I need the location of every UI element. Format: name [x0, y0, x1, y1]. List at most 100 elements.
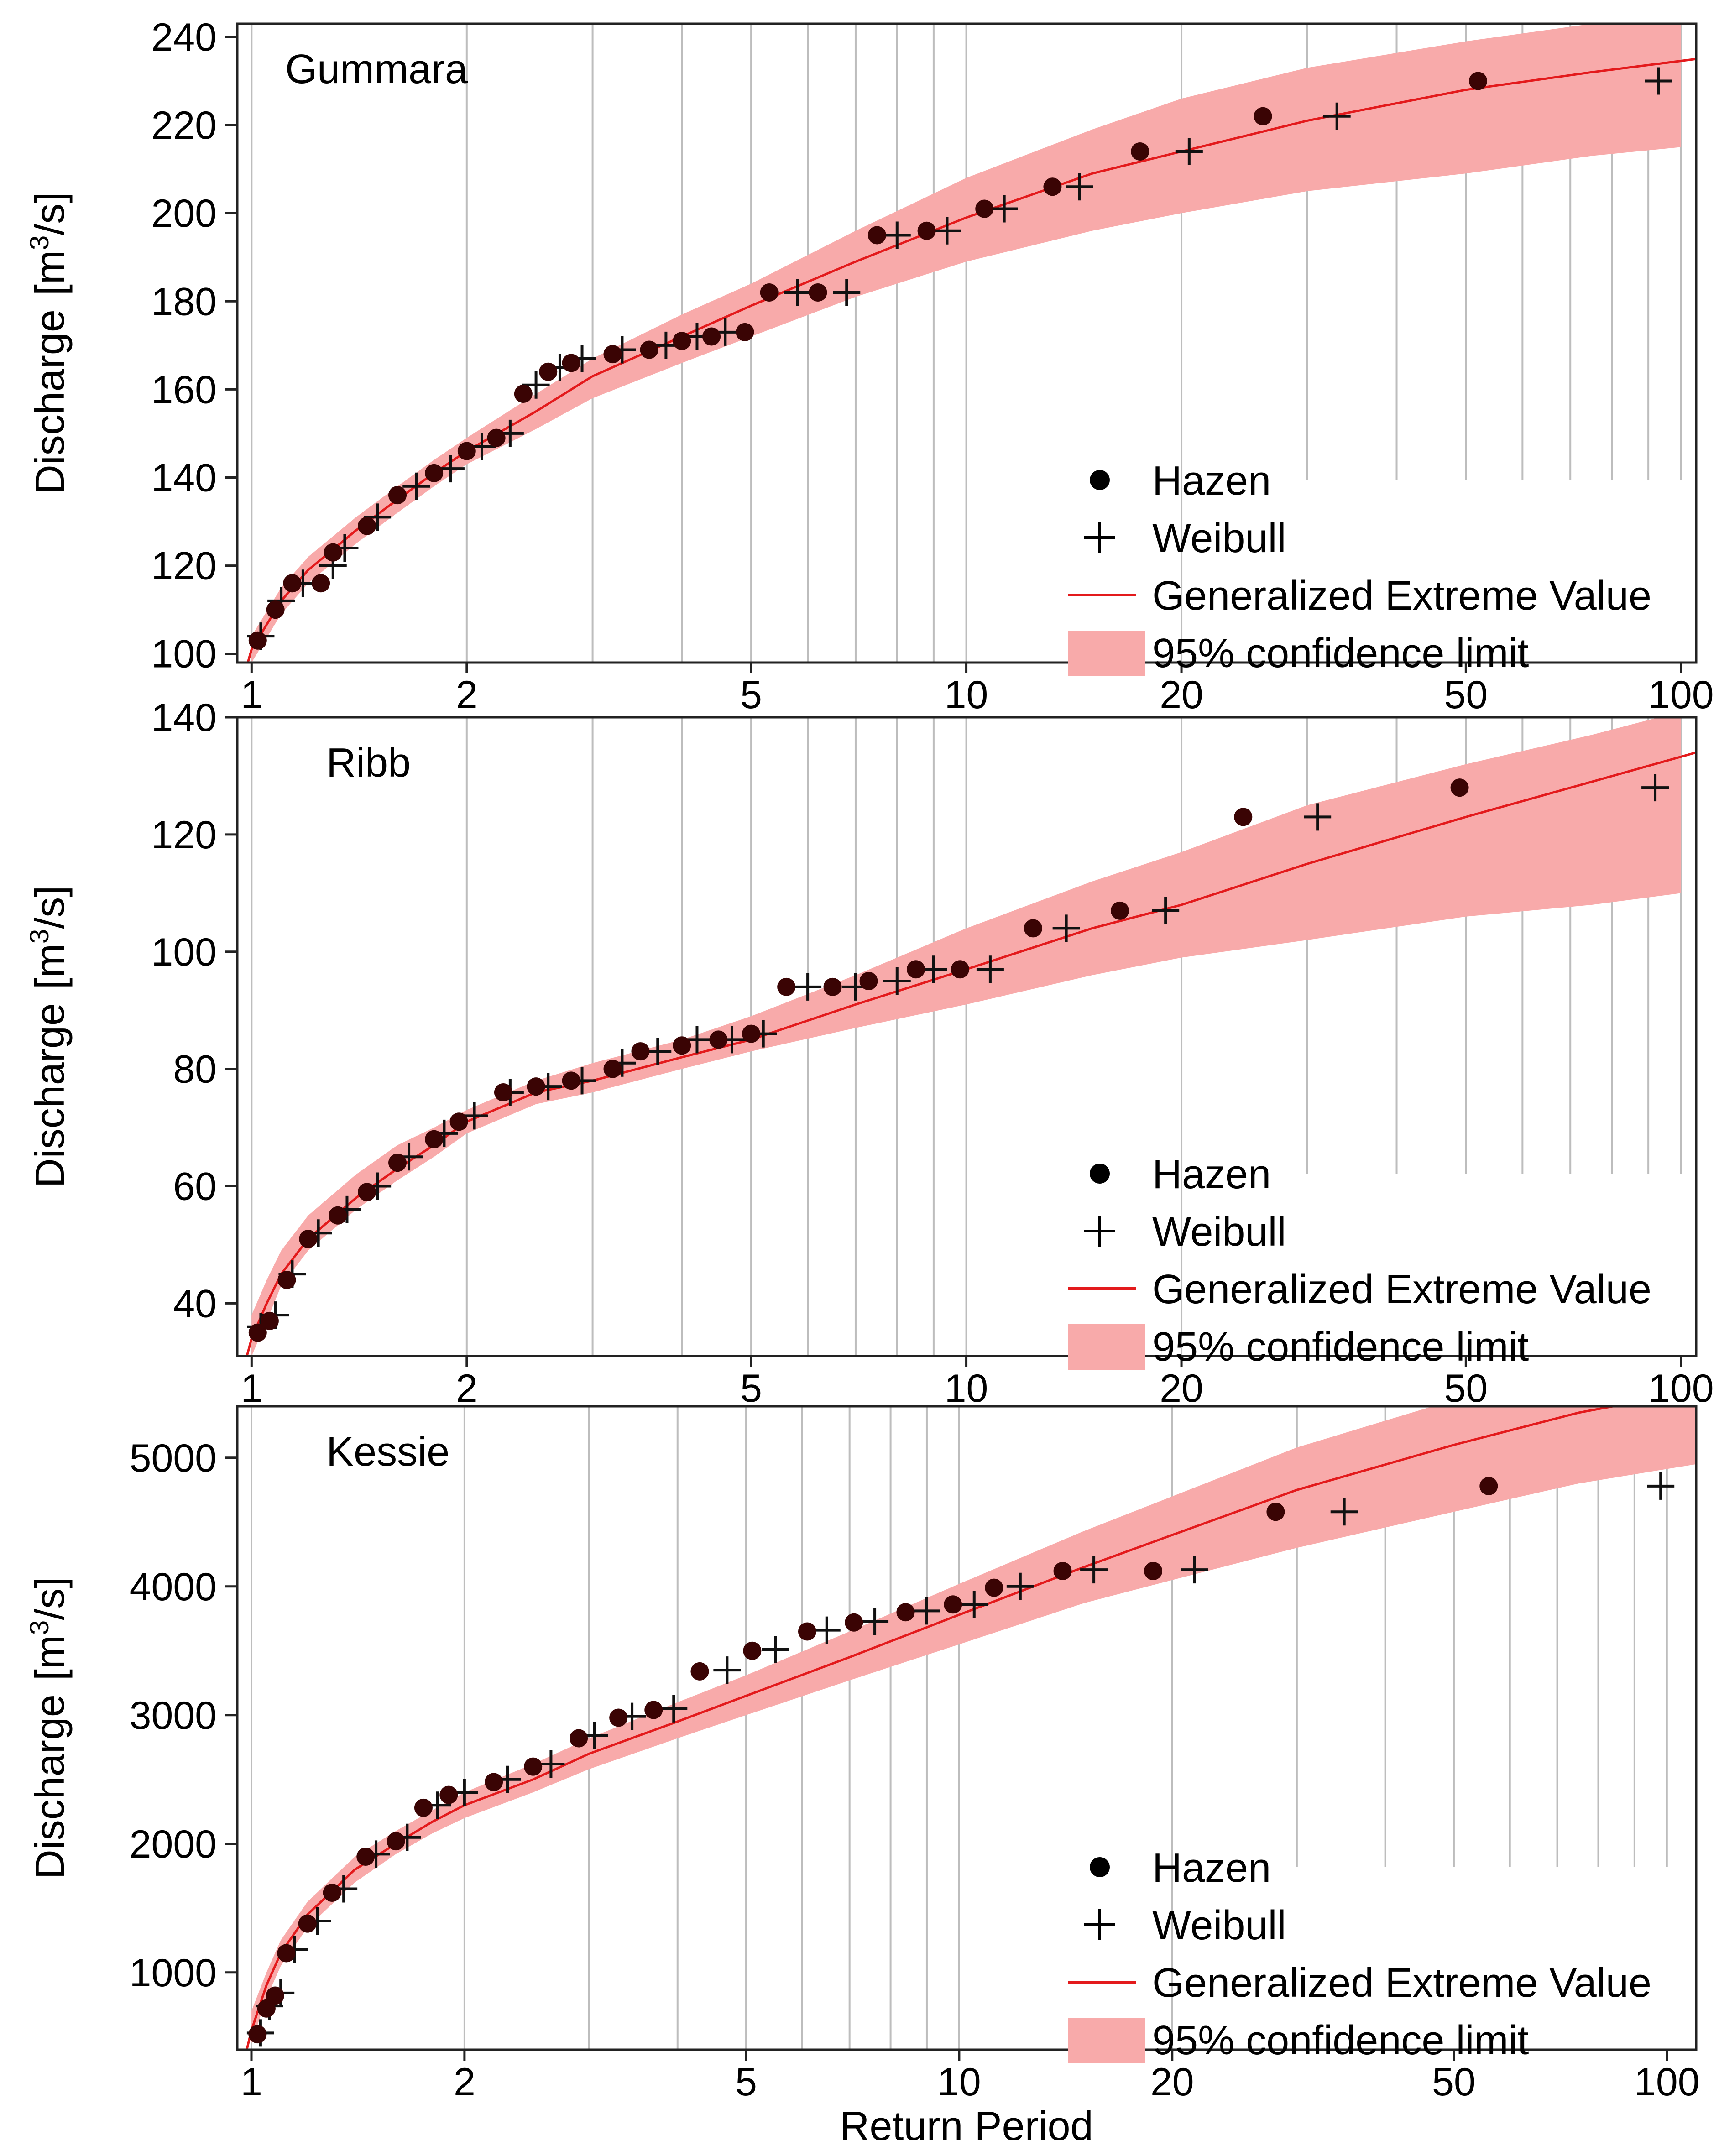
weibull-point	[522, 371, 550, 399]
x-tick-label: 10	[937, 2060, 981, 2104]
hazen-point	[845, 1613, 863, 1632]
hazen-point	[312, 574, 330, 593]
plot-area	[246, 717, 1696, 1356]
hazen-point	[358, 517, 376, 535]
plot-area	[246, 1406, 1696, 2050]
hazen-point	[709, 1030, 728, 1049]
x-tick-label: 100	[1648, 673, 1714, 717]
hazen-point	[248, 1323, 267, 1342]
weibull-point	[883, 221, 911, 249]
hazen-point	[323, 1883, 341, 1902]
plot-area	[246, 24, 1696, 663]
hazen-point	[298, 1914, 317, 1933]
weibull-point	[1181, 1556, 1208, 1584]
weibull-point	[861, 1607, 889, 1635]
hazen-point	[1053, 1561, 1072, 1580]
x-tick-label: 100	[1648, 1367, 1714, 1410]
hazen-point	[266, 1986, 284, 2005]
hazen-point	[388, 486, 407, 505]
x-tick-label: 20	[1160, 673, 1203, 717]
hazen-point	[809, 283, 827, 302]
weibull-point	[1052, 914, 1080, 942]
hazen-point	[277, 1944, 296, 1963]
legend-gev-label: Generalized Extreme Value	[1152, 573, 1651, 619]
x-tick-label: 5	[740, 673, 762, 717]
x-tick-label: 2	[454, 2060, 475, 2104]
hazen-point	[631, 1042, 650, 1061]
weibull-point	[784, 278, 811, 306]
hazen-point	[603, 345, 622, 364]
hazen-point	[944, 1595, 962, 1614]
y-tick-label: 180	[152, 280, 217, 324]
y-tick-label: 60	[173, 1165, 217, 1209]
x-axis-label: Return Period	[840, 2104, 1093, 2149]
hazen-point	[358, 1183, 376, 1201]
hazen-point	[690, 1662, 709, 1681]
legend-ci-swatch	[1068, 2018, 1145, 2063]
hazen-point	[527, 1077, 545, 1096]
y-tick-label: 40	[173, 1282, 217, 1326]
panel-kessie: 1 2 5 10 20 50 100 1000 2000 3000 4000 5000 Kessie Di…	[25, 1405, 1700, 2104]
weibull-point	[1152, 897, 1180, 924]
weibull-point	[762, 1635, 789, 1663]
weibull-point	[1323, 102, 1351, 130]
hazen-point	[609, 1708, 628, 1727]
hazen-point	[485, 1773, 503, 1791]
legend-ci-swatch	[1068, 1324, 1145, 1370]
hazen-point	[907, 960, 925, 979]
hazen-point	[975, 199, 994, 218]
y-tick-label: 80	[173, 1048, 217, 1091]
gev-curve	[246, 57, 1696, 663]
y-tick-label: 120	[152, 813, 217, 857]
hazen-point	[356, 1848, 375, 1866]
weibull-point	[1066, 173, 1093, 201]
hazen-point	[388, 1154, 407, 1172]
weibull-point	[1647, 1472, 1675, 1500]
x-tick-label: 50	[1444, 1367, 1488, 1410]
hazen-point	[449, 1112, 468, 1131]
x-tick-label: 5	[740, 1367, 762, 1410]
hazen-point	[736, 323, 754, 341]
hazen-point	[248, 2025, 267, 2044]
hazen-point	[425, 464, 444, 482]
panel-title: Gummara	[285, 47, 468, 92]
x-tick-label: 20	[1150, 2060, 1194, 2104]
weibull-point	[933, 217, 961, 245]
hazen-point	[283, 574, 302, 593]
legend-hazen-label: Hazen	[1152, 1152, 1271, 1197]
legend-hazen-label: Hazen	[1152, 458, 1271, 504]
hazen-point	[329, 1206, 347, 1225]
y-tick-label: 120	[152, 544, 217, 588]
legend-weibull-label: Weibull	[1152, 1209, 1286, 1255]
y-tick-label: 5000	[130, 1436, 217, 1480]
hazen-point	[414, 1798, 433, 1817]
hazen-point	[257, 1999, 276, 2018]
weibull-point	[1175, 138, 1203, 165]
y-axis-label: Discharge[m3/s]	[25, 886, 73, 1188]
hazen-point	[760, 283, 779, 302]
x-tick-label: 1	[240, 1367, 262, 1410]
legend: Hazen Weibull Generalized Extreme Value 95%…	[1068, 1152, 1651, 1370]
hazen-point	[1024, 919, 1042, 938]
hazen-point	[1254, 107, 1272, 125]
legend-ci-label: 95% confidence limit	[1152, 631, 1529, 676]
y-tick-label: 100	[152, 930, 217, 974]
hazen-point	[1144, 1561, 1163, 1580]
x-tick-label: 50	[1444, 673, 1488, 717]
x-tick-label: 2	[456, 1367, 478, 1410]
plot-frame	[236, 1405, 1698, 2051]
y-tick-label: 100	[152, 632, 217, 676]
ci-band	[251, 1406, 1696, 2043]
legend-hazen-marker	[1090, 470, 1110, 490]
ci-band	[251, 717, 1681, 1356]
hazen-point	[248, 631, 267, 650]
hazen-point	[673, 332, 691, 350]
hazen-point	[867, 226, 886, 245]
hazen-point	[823, 977, 842, 996]
hazen-point	[603, 1060, 622, 1078]
hazen-point	[673, 1036, 691, 1055]
hazen-point	[425, 1130, 444, 1148]
hazen-point	[562, 354, 580, 372]
hazen-point	[539, 362, 558, 381]
